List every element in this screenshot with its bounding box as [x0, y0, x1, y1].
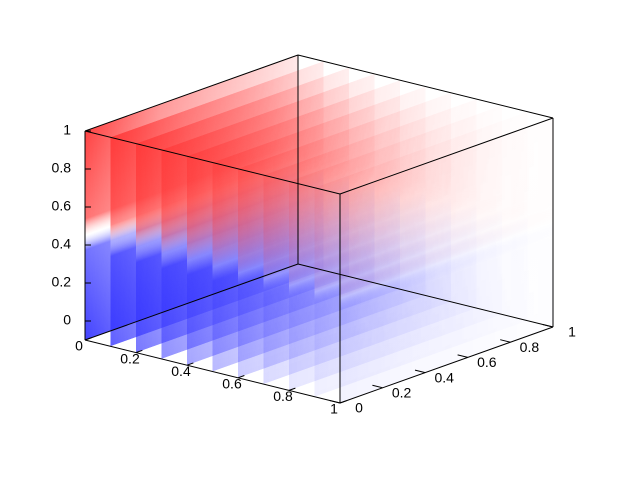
box-edge: [84, 263, 299, 341]
slice-group: [340, 118, 553, 403]
z-tick-label: 0.4: [52, 236, 72, 252]
y-tick: [372, 384, 383, 389]
x-tick-label: 0.8: [273, 388, 293, 404]
y-tick: [500, 339, 511, 343]
box-edge: [84, 54, 299, 132]
x-tick-label: 0.4: [171, 363, 191, 379]
axes-box: [84, 54, 554, 404]
x-tick-label: 0.2: [120, 350, 140, 366]
box-edge: [297, 263, 554, 328]
x-tick: [237, 375, 245, 379]
z-tick-label: 0.8: [52, 160, 72, 176]
volume: [85, 55, 553, 403]
x-tick: [339, 400, 347, 404]
x-tick: [186, 362, 194, 366]
x-tick: [135, 349, 143, 354]
z-tick-label: 0: [63, 312, 71, 328]
y-tick: [542, 323, 554, 328]
box-edge: [84, 339, 341, 404]
slice: [340, 118, 553, 403]
y-tick-label: 0: [355, 400, 363, 416]
y-tick: [329, 399, 341, 404]
y-tick-label: 0.2: [392, 385, 412, 401]
y-tick-label: 0.4: [434, 369, 454, 385]
x-tick: [288, 387, 296, 391]
box-edge: [297, 54, 554, 119]
x-tick: [84, 337, 92, 341]
y-tick-label: 0.6: [477, 354, 497, 370]
x-tick-label: 0.6: [222, 376, 242, 392]
box-edge: [339, 326, 554, 404]
y-tick: [414, 369, 426, 374]
y-tick: [457, 354, 468, 358]
y-tick-label: 0.8: [520, 339, 540, 355]
box-edge: [339, 117, 554, 195]
z-tick-label: 0.6: [52, 198, 72, 214]
z-tick-label: 0.2: [52, 274, 72, 290]
z-tick-label: 1: [63, 122, 71, 138]
x-tick-label: 1: [330, 401, 338, 417]
x-tick-label: 0: [75, 338, 83, 354]
y-tick-label: 1: [568, 324, 576, 340]
axis-labels: 0 0.2 0.4 0.6 0.8 1 0 0.2 0.4 0.6 0.8 1 0 0.2 0.4 0.6 0.…: [52, 122, 577, 417]
